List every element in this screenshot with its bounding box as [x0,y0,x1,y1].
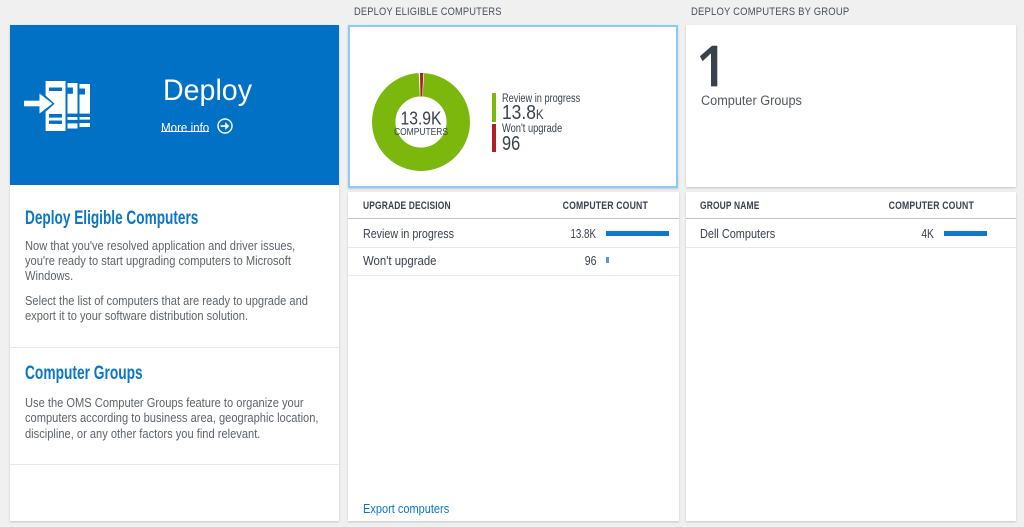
svg-text:13.9K: 13.9K [401,109,442,129]
svg-text:COMPUTERS: COMPUTERS [394,126,448,138]
